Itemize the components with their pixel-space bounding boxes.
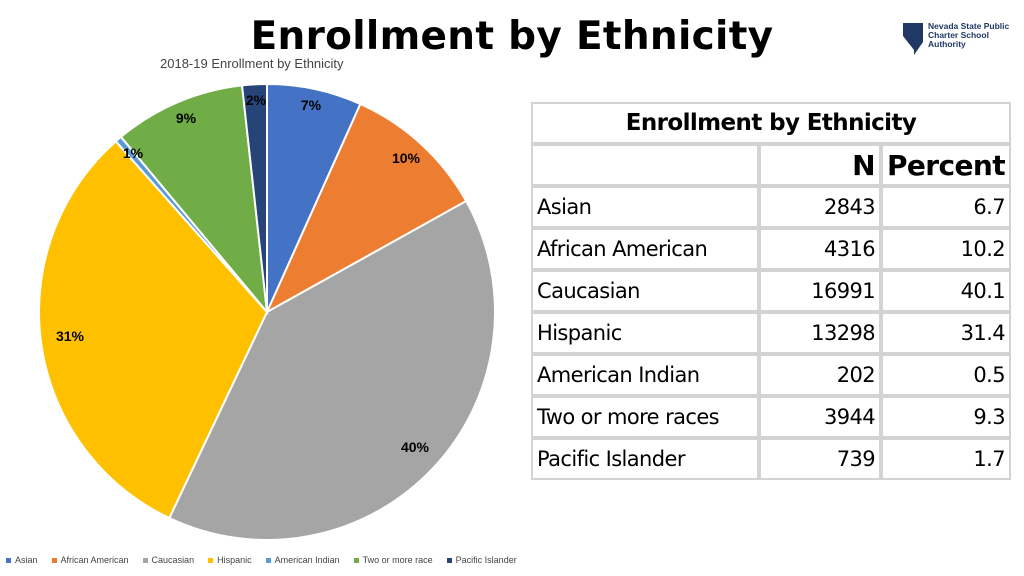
pie-data-label: 31% — [56, 328, 85, 344]
table-cell-percent: 10.2 — [881, 228, 1012, 270]
table-row: Asian 2843 6.7 — [531, 186, 1012, 228]
table-cell-ethnicity: Pacific Islander — [531, 438, 759, 480]
table-cell-percent: 0.5 — [881, 354, 1012, 396]
table-row: Pacific Islander 739 1.7 — [531, 438, 1012, 480]
table-cell-n: 2843 — [759, 186, 881, 228]
pie-data-label: 40% — [401, 439, 430, 455]
table-cell-n: 4316 — [759, 228, 881, 270]
pie-data-label: 9% — [176, 110, 197, 126]
table-header-row: N Percent — [531, 144, 1012, 186]
table-cell-ethnicity: Caucasian — [531, 270, 759, 312]
table-cell-ethnicity: Two or more races — [531, 396, 759, 438]
pie-data-label: 1% — [123, 145, 144, 161]
pie-data-label: 2% — [246, 92, 267, 108]
table-row: Hispanic 13298 31.4 — [531, 312, 1012, 354]
legend-swatch — [51, 557, 57, 563]
legend-swatch — [6, 557, 11, 563]
table-row: Two or more races 3944 9.3 — [531, 396, 1012, 438]
authority-logo: Nevada State Public Charter School Autho… — [902, 20, 1020, 60]
pie-chart: 7% 10% 40% 31% 1% 9% 2% — [38, 82, 496, 542]
header-percent: Percent — [881, 144, 1012, 186]
logo-line-3: Authority — [928, 39, 966, 49]
table-cell-n: 16991 — [759, 270, 881, 312]
legend-label: American Indian — [274, 555, 340, 565]
nevada-state-icon — [903, 23, 923, 55]
legend-item: Pacific Islander — [446, 555, 517, 565]
table-cell-n: 739 — [759, 438, 881, 480]
pie-slice — [264, 102, 468, 315]
pie-labels: 7% 10% 40% 31% 1% 9% 2% — [56, 92, 430, 455]
pie-data-label: 7% — [301, 97, 322, 113]
legend-item: African American — [51, 555, 129, 565]
pie-data-label: 10% — [392, 150, 421, 166]
legend-label: Two or more race — [362, 555, 433, 565]
enrollment-table: Enrollment by Ethnicity N Percent Asian 2… — [531, 102, 1012, 480]
table-cell-ethnicity: African American — [531, 228, 759, 270]
table-title: Enrollment by Ethnicity — [531, 102, 1012, 144]
table-row: American Indian 202 0.5 — [531, 354, 1012, 396]
table-cell-percent: 6.7 — [881, 186, 1012, 228]
legend-item: Caucasian — [142, 555, 195, 565]
pie-slice — [38, 139, 269, 520]
legend-label: Caucasian — [151, 555, 195, 565]
legend-label: Hispanic — [217, 555, 252, 565]
legend-item: American Indian — [265, 555, 340, 565]
table-cell-n: 202 — [759, 354, 881, 396]
pie-slice — [240, 82, 268, 313]
table-cell-n: 13298 — [759, 312, 881, 354]
pie-slice — [167, 199, 496, 542]
table-cell-percent: 1.7 — [881, 438, 1012, 480]
legend-label: Pacific Islander — [455, 555, 517, 565]
pie-slice — [119, 84, 269, 316]
table-cell-percent: 40.1 — [881, 270, 1012, 312]
table-cell-ethnicity: American Indian — [531, 354, 759, 396]
legend-label: African American — [60, 555, 129, 565]
table-cell-percent: 31.4 — [881, 312, 1012, 354]
table-row: African American 4316 10.2 — [531, 228, 1012, 270]
header-n: N — [759, 144, 881, 186]
legend-swatch — [353, 557, 359, 563]
legend-swatch — [446, 557, 452, 563]
table-cell-n: 3944 — [759, 396, 881, 438]
table-title-row: Enrollment by Ethnicity — [531, 102, 1012, 144]
logo-text: Nevada State Public Charter School Autho… — [928, 22, 1020, 49]
legend-label: Asian — [15, 555, 38, 565]
slide-title: Enrollment by Ethnicity — [250, 14, 774, 59]
header-blank — [531, 144, 759, 186]
chart-legend: Asian African American Caucasian Hispanic Am… — [6, 555, 517, 565]
table-cell-ethnicity: Hispanic — [531, 312, 759, 354]
legend-swatch — [208, 557, 214, 563]
table-cell-ethnicity: Asian — [531, 186, 759, 228]
logo-line-2: Charter School — [928, 30, 989, 40]
legend-item: Two or more race — [353, 555, 433, 565]
legend-swatch — [142, 557, 148, 563]
table-cell-percent: 9.3 — [881, 396, 1012, 438]
logo-line-1: Nevada State Public — [928, 21, 1010, 31]
chart-subtitle: 2018-19 Enrollment by Ethnicity — [160, 56, 344, 71]
legend-swatch — [265, 557, 271, 563]
pie-slices — [38, 82, 496, 542]
legend-item: Hispanic — [208, 555, 252, 565]
table-row: Caucasian 16991 40.1 — [531, 270, 1012, 312]
legend-item: Asian — [6, 555, 38, 565]
